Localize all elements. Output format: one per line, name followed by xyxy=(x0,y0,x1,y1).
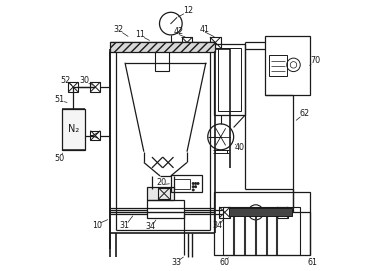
Text: 70: 70 xyxy=(310,56,320,64)
Bar xyxy=(171,175,202,192)
Text: 20: 20 xyxy=(156,178,166,187)
Text: 40: 40 xyxy=(234,143,245,152)
Bar xyxy=(182,37,192,48)
Text: 31: 31 xyxy=(119,221,129,230)
Bar xyxy=(154,51,169,71)
Circle shape xyxy=(192,182,194,185)
Text: 34: 34 xyxy=(212,221,222,230)
Text: 52: 52 xyxy=(60,76,70,85)
Bar xyxy=(68,82,78,92)
Text: 51: 51 xyxy=(55,95,65,104)
Bar xyxy=(158,188,170,199)
Bar xyxy=(91,82,100,92)
Text: 11: 11 xyxy=(135,30,145,39)
Bar xyxy=(147,200,184,218)
Bar xyxy=(269,55,287,76)
Text: 32: 32 xyxy=(113,24,123,34)
Text: 10: 10 xyxy=(92,221,102,230)
Bar xyxy=(91,131,100,140)
Bar xyxy=(277,207,288,218)
Text: 42: 42 xyxy=(173,27,183,36)
Text: 34: 34 xyxy=(145,222,155,231)
Circle shape xyxy=(194,186,197,188)
Bar xyxy=(229,208,292,216)
Bar xyxy=(265,36,310,95)
Text: N₂: N₂ xyxy=(68,124,79,134)
Bar xyxy=(110,43,215,52)
Text: 50: 50 xyxy=(55,154,65,163)
Bar xyxy=(147,187,174,200)
Bar xyxy=(220,207,230,218)
Text: 12: 12 xyxy=(183,6,193,15)
Text: 33: 33 xyxy=(172,258,182,267)
Circle shape xyxy=(194,182,197,185)
Circle shape xyxy=(197,182,199,185)
Bar xyxy=(223,207,300,256)
Text: 41: 41 xyxy=(199,24,209,34)
Circle shape xyxy=(192,186,194,188)
Text: 30: 30 xyxy=(79,76,89,85)
Bar xyxy=(174,179,190,189)
Text: 60: 60 xyxy=(219,258,229,267)
Bar xyxy=(218,48,241,111)
Bar xyxy=(214,44,245,115)
Text: 61: 61 xyxy=(307,258,318,267)
Bar xyxy=(210,37,221,48)
Circle shape xyxy=(192,189,194,191)
Bar xyxy=(62,109,85,150)
Bar xyxy=(214,192,310,256)
Text: 62: 62 xyxy=(299,109,309,118)
